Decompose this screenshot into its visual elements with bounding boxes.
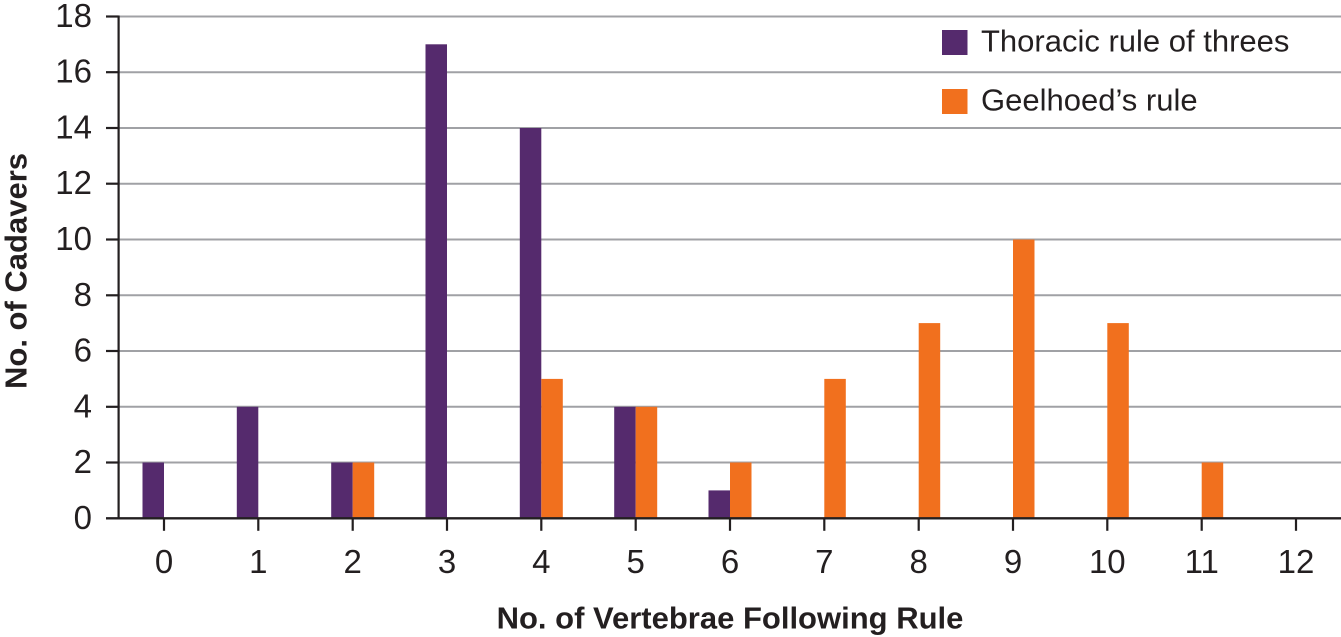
svg-text:0: 0 <box>74 499 92 536</box>
svg-text:18: 18 <box>55 0 92 34</box>
svg-text:Geelhoed’s rule: Geelhoed’s rule <box>981 83 1198 118</box>
svg-text:4: 4 <box>74 387 92 424</box>
svg-text:8: 8 <box>74 276 92 313</box>
svg-text:Thoracic rule of threes: Thoracic rule of threes <box>981 24 1289 59</box>
svg-text:10: 10 <box>55 220 92 257</box>
svg-text:No. of Cadavers: No. of Cadavers <box>0 153 34 389</box>
svg-text:2: 2 <box>344 543 362 580</box>
svg-text:12: 12 <box>55 164 92 201</box>
svg-text:16: 16 <box>55 53 92 90</box>
svg-text:12: 12 <box>1278 543 1315 580</box>
svg-text:No. of Vertebrae Following Rul: No. of Vertebrae Following Rule <box>497 601 964 636</box>
svg-text:2: 2 <box>74 443 92 480</box>
svg-text:9: 9 <box>1004 543 1022 580</box>
svg-text:6: 6 <box>721 543 739 580</box>
svg-text:1: 1 <box>249 543 267 580</box>
svg-text:10: 10 <box>1089 543 1126 580</box>
svg-text:6: 6 <box>74 332 92 369</box>
svg-text:3: 3 <box>438 543 456 580</box>
svg-text:11: 11 <box>1185 543 1219 580</box>
svg-text:14: 14 <box>55 109 92 146</box>
svg-text:5: 5 <box>627 543 645 580</box>
svg-text:8: 8 <box>910 543 928 580</box>
svg-text:7: 7 <box>815 543 833 580</box>
svg-text:4: 4 <box>532 543 550 580</box>
svg-text:0: 0 <box>155 543 173 580</box>
